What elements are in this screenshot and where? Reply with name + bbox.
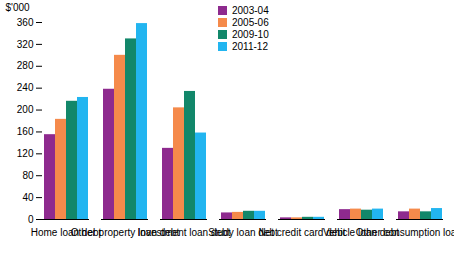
svg-text:320: 320 <box>17 39 34 50</box>
svg-text:Home loan debt: Home loan debt <box>30 226 102 238</box>
svg-text:Net credit card debt: Net credit card debt <box>258 226 346 238</box>
svg-text:Study loan debt: Study loan debt <box>208 226 278 238</box>
svg-text:360: 360 <box>17 17 34 28</box>
svg-text:200: 200 <box>17 104 34 115</box>
html-text:2011-12: 2011-12 <box>232 40 268 52</box>
svg-text:80: 80 <box>22 170 34 181</box>
svg-text:280: 280 <box>17 60 34 71</box>
html-text:2009-10: 2009-10 <box>232 28 269 40</box>
svg-text:Investment loan debt: Investment loan debt <box>137 226 231 238</box>
html-text:2003-04: 2003-04 <box>232 4 269 16</box>
svg-text:160: 160 <box>17 126 34 137</box>
html-text:2005-06: 2005-06 <box>232 16 269 28</box>
svg-text:0: 0 <box>28 214 34 225</box>
svg-text:120: 120 <box>17 148 34 159</box>
svg-text:40: 40 <box>22 192 34 203</box>
svg-text:Other consumption loan debt: Other consumption loan debt <box>356 227 454 238</box>
svg-text:240: 240 <box>17 82 34 93</box>
svg-text:Other property loan debt: Other property loan debt <box>70 226 180 238</box>
svg-text:$'000: $'000 <box>6 2 31 13</box>
